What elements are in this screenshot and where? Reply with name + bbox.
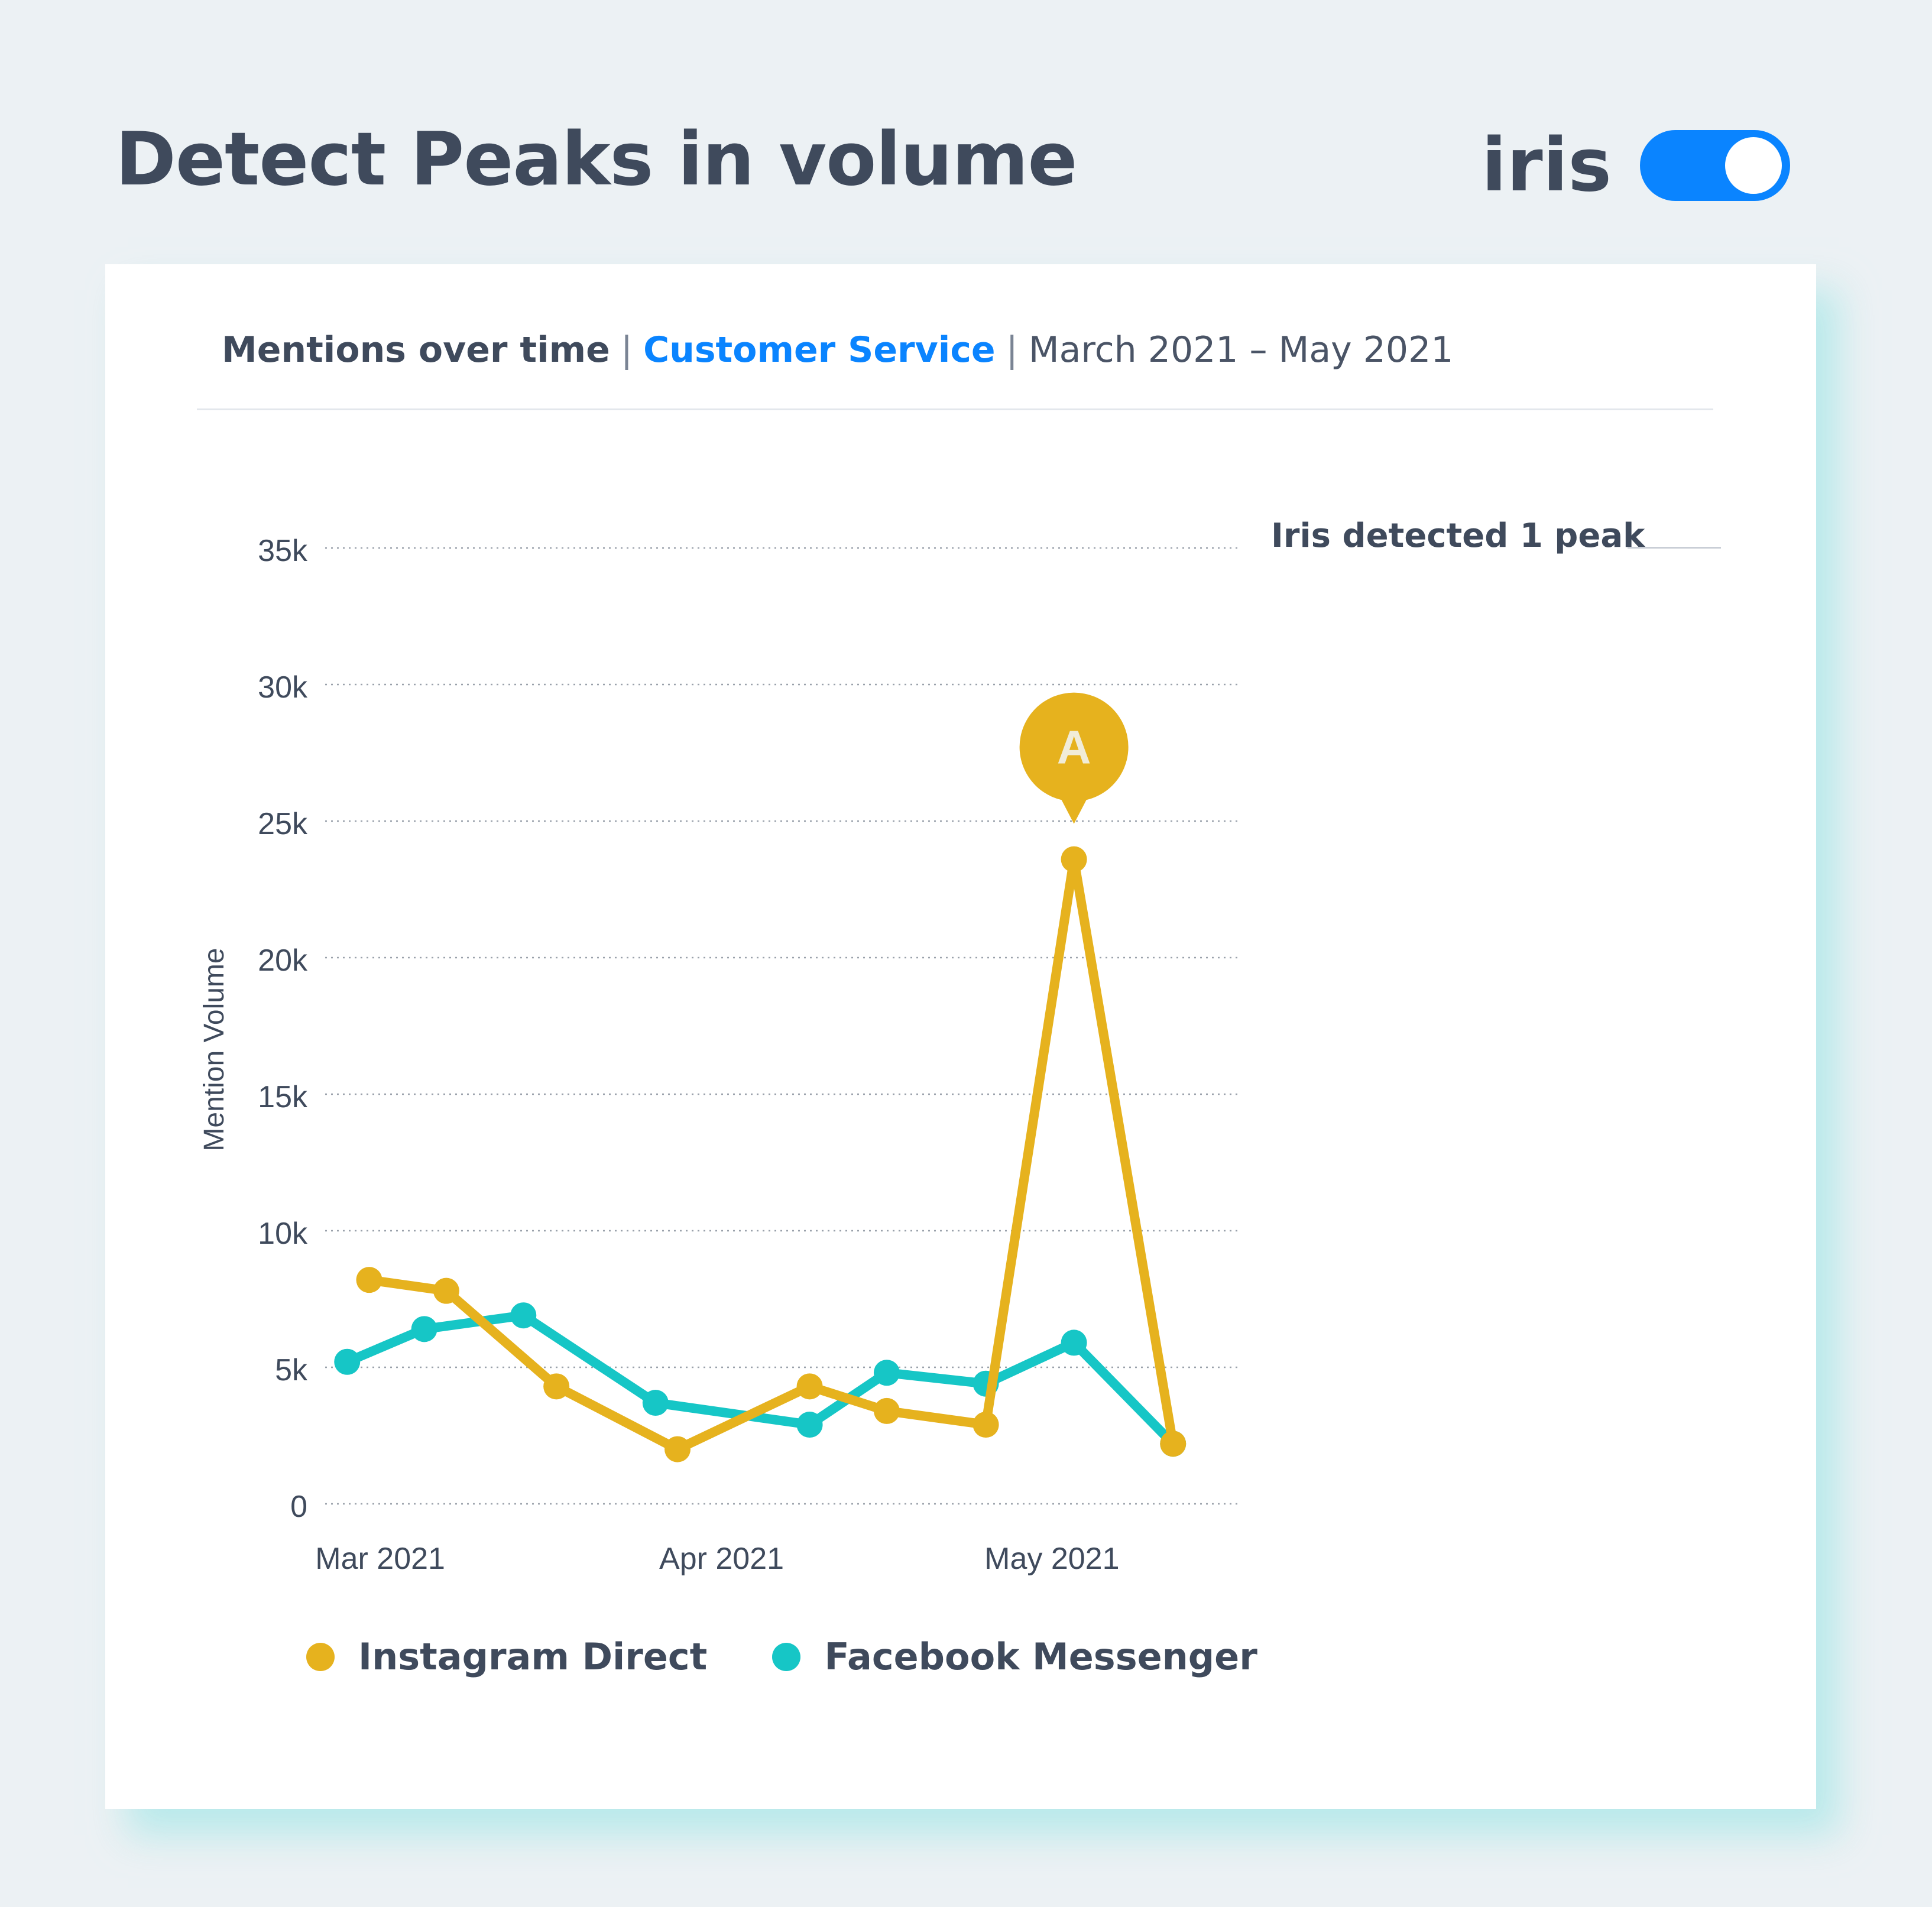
y-tick-label: 10k [258,1217,308,1251]
data-point-instagram [433,1277,459,1304]
series-line-facebook [342,1311,1178,1449]
x-tick-label: May 2021 [984,1542,1119,1576]
peak-marker-label: A [1057,721,1091,774]
data-point-instagram [973,1412,999,1438]
peak-marker-pointer [1058,794,1090,824]
iris-toggle-switch[interactable] [1640,130,1790,201]
data-point-facebook [642,1390,669,1416]
y-tick-label: 25k [258,807,308,841]
y-tick-label: 0 [290,1490,307,1524]
series-line-instagram [364,854,1178,1454]
x-tick-label: Apr 2021 [659,1542,784,1576]
data-point-instagram [873,1397,900,1424]
data-point-instagram [543,1373,570,1400]
y-tick-label: 20k [258,943,308,978]
data-point-instagram [796,1373,823,1400]
header-separator: | [620,329,633,371]
topic-link[interactable]: Customer Service [643,329,996,371]
y-axis-label: Mention Volume [199,948,230,1151]
data-point-facebook [334,1348,361,1375]
y-tick-label: 35k [258,534,308,568]
metric-label: Mentions over time [222,329,610,371]
x-tick-label: Mar 2021 [315,1542,445,1576]
brand-toggle-group: iris [1482,129,1790,202]
y-tick-label: 15k [258,1080,308,1114]
card-header: Mentions over time | Customer Service | Marc… [222,332,1453,368]
brand-logo-text: iris [1482,123,1612,208]
date-range: March 2021 – May 2021 [1028,329,1454,371]
y-tick-label: 5k [275,1353,308,1387]
peak-note-rule [1628,547,1721,549]
header-separator: | [1006,329,1018,371]
legend-dot-instagram [306,1643,335,1671]
data-point-instagram [1160,1431,1187,1457]
data-point-facebook [796,1412,823,1438]
legend-dot-facebook [772,1643,801,1671]
data-point-facebook [510,1302,537,1329]
data-point-facebook [1061,1329,1087,1356]
chart-card: Mentions over time | Customer Service | Marc… [105,264,1816,1809]
legend-item-instagram[interactable]: Instagram Direct [306,1639,707,1675]
page-title: Detect Peaks in volume [115,117,1078,202]
data-point-instagram [356,1267,382,1293]
header-divider [197,408,1713,410]
data-point-instagram [1061,846,1087,873]
toggle-knob[interactable] [1725,137,1782,194]
chart-legend: Instagram Direct Facebook Messenger [306,1639,1322,1675]
y-tick-label: 30k [258,670,308,705]
peak-detected-note: Iris detected 1 peak [1271,517,1645,555]
data-point-facebook [873,1360,900,1386]
legend-label-instagram: Instagram Direct [358,1635,708,1678]
data-point-facebook [411,1316,437,1342]
line-chart: 0 5k 10k 15k 20k 25k 30k 35k Mention Volume Mar 2… [199,534,1239,1576]
legend-item-facebook[interactable]: Facebook Messenger [772,1639,1257,1675]
data-point-instagram [664,1436,691,1462]
peak-marker [1019,692,1129,802]
legend-label-facebook: Facebook Messenger [824,1635,1257,1678]
